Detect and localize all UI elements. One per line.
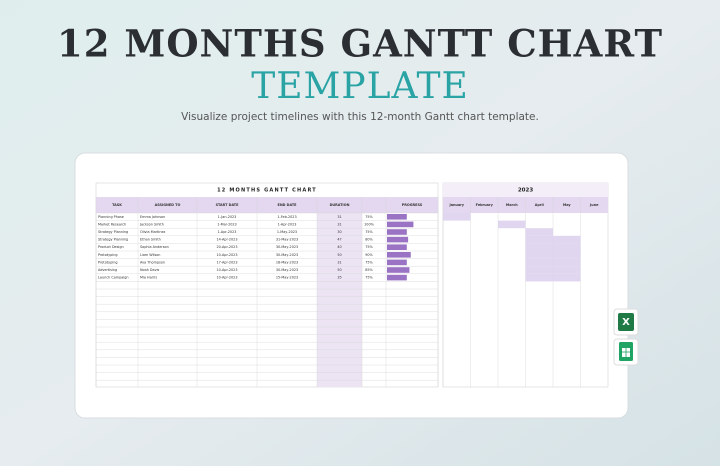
cell: Market Research (98, 222, 126, 226)
cell: 50 (337, 268, 341, 272)
cell: Sophia Anderson (140, 245, 169, 249)
cell: 50 (337, 253, 341, 257)
cell: 35 (337, 276, 341, 280)
cell: 40 (337, 245, 341, 249)
gantt-bar (525, 273, 581, 282)
column-header: END DATE (278, 203, 298, 207)
month-header: February (476, 203, 494, 207)
cell: 10-Apr-2023 (217, 276, 238, 280)
month-header: January (448, 203, 464, 207)
cell: 18-May-2023 (276, 260, 298, 264)
duration-shade (317, 213, 362, 387)
cell: 10-Apr-2023 (217, 253, 238, 257)
subtitle: Visualize project timelines with this 12… (181, 111, 539, 123)
title: 12 MONTHS GANTT CHART (57, 22, 663, 66)
gantt-bar (525, 266, 581, 274)
gantt-bar (525, 243, 581, 251)
month-header: March (506, 203, 518, 207)
cell: Prototyping (98, 260, 118, 264)
progress-bar (387, 259, 407, 266)
cell: 47 (337, 238, 341, 242)
progress-bar (387, 214, 407, 220)
cell: 1-Apr-2023 (218, 230, 237, 234)
cell: 80% (365, 238, 373, 242)
gantt-bar (525, 251, 581, 259)
cell: Strategy Planning (98, 230, 128, 234)
cell: Ethan Smith (140, 238, 161, 242)
cell: 15-May-2023 (276, 276, 298, 280)
title-2: TEMPLATE (251, 66, 469, 107)
cell: 30-May-2023 (276, 268, 298, 272)
cell: 1-Mar-2023 (217, 222, 236, 226)
month-header: May (563, 203, 572, 207)
cell: 1-Jan-2023 (218, 215, 237, 219)
cell: 1-Apr-2023 (278, 222, 297, 226)
excel-icon: X (613, 308, 639, 336)
cell: 30-May-2023 (276, 253, 298, 257)
cell: Mia Harris (140, 276, 157, 280)
cell: Planning Phase (98, 215, 124, 219)
cell: Launch Campaign (98, 276, 129, 280)
gantt-bar (443, 213, 471, 221)
cell: 90% (365, 253, 373, 257)
cell: 30 (337, 230, 341, 234)
cell: 31 (337, 260, 341, 264)
cell: 75% (365, 260, 373, 264)
cell: 10-Apr-2023 (217, 268, 238, 272)
gantt-bar (525, 228, 553, 236)
cell: Prototyping (98, 253, 118, 257)
cell: 75% (365, 215, 373, 219)
cell: Product Design (98, 245, 124, 249)
cell: 31 (337, 222, 341, 226)
cell: Jackson Smith (139, 222, 164, 226)
column-header: ASSIGNED TO (155, 203, 181, 207)
svg-text:X: X (622, 317, 630, 328)
sheet-title: 12 MONTHS GANTT CHART (217, 188, 317, 194)
column-header: TASK (112, 203, 122, 207)
cell: 17-Apr-2023 (217, 260, 238, 264)
progress-bar (387, 236, 409, 243)
cell: Noah Davis (140, 268, 160, 272)
cell: Olivia Martinez (140, 230, 166, 234)
cell: Liam Wilson (140, 253, 160, 257)
cell: 31 (337, 215, 341, 219)
column-header-bg (96, 197, 438, 213)
cell: 1-Feb-2023 (277, 215, 296, 219)
cell: Emma Johnson (140, 215, 165, 219)
gantt-bar (498, 220, 526, 229)
column-header: PROGRESS (402, 203, 423, 207)
sheets-icon (613, 338, 639, 366)
cell: 75% (365, 276, 373, 280)
cell: 100% (364, 222, 374, 226)
progress-bar (387, 267, 410, 273)
month-header: June (589, 203, 599, 207)
progress-bar (387, 252, 411, 258)
gantt-bar (525, 235, 581, 244)
cell: 85% (365, 268, 373, 272)
gantt-year: 2023 (518, 188, 533, 194)
cell: Advertising (98, 268, 117, 272)
progress-bar (387, 221, 414, 228)
progress-bar (387, 244, 407, 250)
spreadsheet: 12 MONTHS GANTT CHART TASK ASSIGNED TO STAR… (95, 182, 609, 388)
gantt-year-bg (443, 183, 608, 197)
progress-bar (387, 274, 407, 281)
cell: 75% (365, 245, 373, 249)
table-bg (95, 182, 439, 388)
cell: 14-Apr-2023 (217, 238, 238, 242)
column-header: DURATION (330, 203, 350, 207)
cell: 75% (365, 230, 373, 234)
cell: Ava Thompson (140, 260, 165, 264)
column-header: START DATE (216, 203, 240, 207)
gantt-bar (525, 258, 581, 267)
cell: 1-May-2023 (277, 230, 297, 234)
cell: 20-Apr-2023 (217, 245, 238, 249)
cell: 30-May-2023 (276, 245, 298, 249)
month-header: April (535, 203, 544, 207)
cell: Strategy Planning (98, 238, 128, 242)
progress-bar (387, 229, 407, 235)
cell: 31-May-2023 (276, 238, 298, 242)
